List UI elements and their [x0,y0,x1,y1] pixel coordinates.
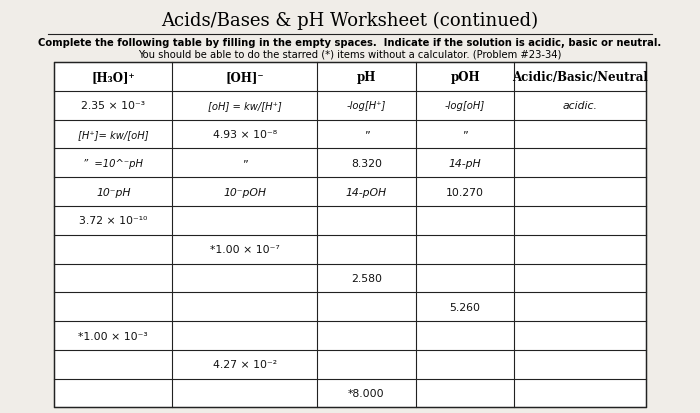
Text: Complete the following table by filling in the empty spaces.  Indicate if the so: Complete the following table by filling … [38,38,661,48]
Text: [H₃O]⁺: [H₃O]⁺ [92,71,135,84]
Text: ‑log[H⁺]: ‑log[H⁺] [346,101,386,111]
Text: *1.00 × 10⁻⁷: *1.00 × 10⁻⁷ [210,244,280,254]
Text: 4.27 × 10⁻²: 4.27 × 10⁻² [213,359,277,369]
Text: [H⁺]= kw/[oH]: [H⁺]= kw/[oH] [78,130,148,140]
Text: 5.260: 5.260 [449,302,481,312]
Text: ”: ” [363,130,370,140]
Text: *8.000: *8.000 [348,388,385,398]
Text: pOH: pOH [450,71,480,84]
Text: 14‑pOH: 14‑pOH [346,187,387,197]
Text: 2.580: 2.580 [351,273,382,283]
Text: ”  =10^⁻pH: ” =10^⁻pH [83,159,144,169]
Text: acidic.: acidic. [563,101,598,111]
Text: 3.72 × 10⁻¹⁰: 3.72 × 10⁻¹⁰ [79,216,148,226]
Text: 4.93 × 10⁻⁸: 4.93 × 10⁻⁸ [213,130,277,140]
Text: 14‑pH: 14‑pH [449,159,482,169]
Text: 10.270: 10.270 [446,187,484,197]
Text: Acids/Bases & pH Worksheet (continued): Acids/Bases & pH Worksheet (continued) [162,12,538,30]
Text: ‑log[oH]: ‑log[oH] [445,101,485,111]
Text: ”: ” [462,130,468,140]
Text: You should be able to do the starred (*) items without a calculator. (Problem #2: You should be able to do the starred (*)… [139,50,561,59]
Text: ”: ” [242,159,248,169]
Text: 10⁻pOH: 10⁻pOH [223,187,266,197]
Text: 8.320: 8.320 [351,159,382,169]
Text: [oH] = kw/[H⁺]: [oH] = kw/[H⁺] [208,101,281,111]
Text: [OH]⁻: [OH]⁻ [225,71,264,84]
Text: 10⁻pH: 10⁻pH [96,187,130,197]
Text: Acidic/Basic/Neutral: Acidic/Basic/Neutral [512,71,648,84]
Text: pH: pH [357,71,376,84]
Bar [54,63,646,408]
Text: 2.35 × 10⁻³: 2.35 × 10⁻³ [81,101,146,111]
Text: *1.00 × 10⁻³: *1.00 × 10⁻³ [78,331,148,341]
